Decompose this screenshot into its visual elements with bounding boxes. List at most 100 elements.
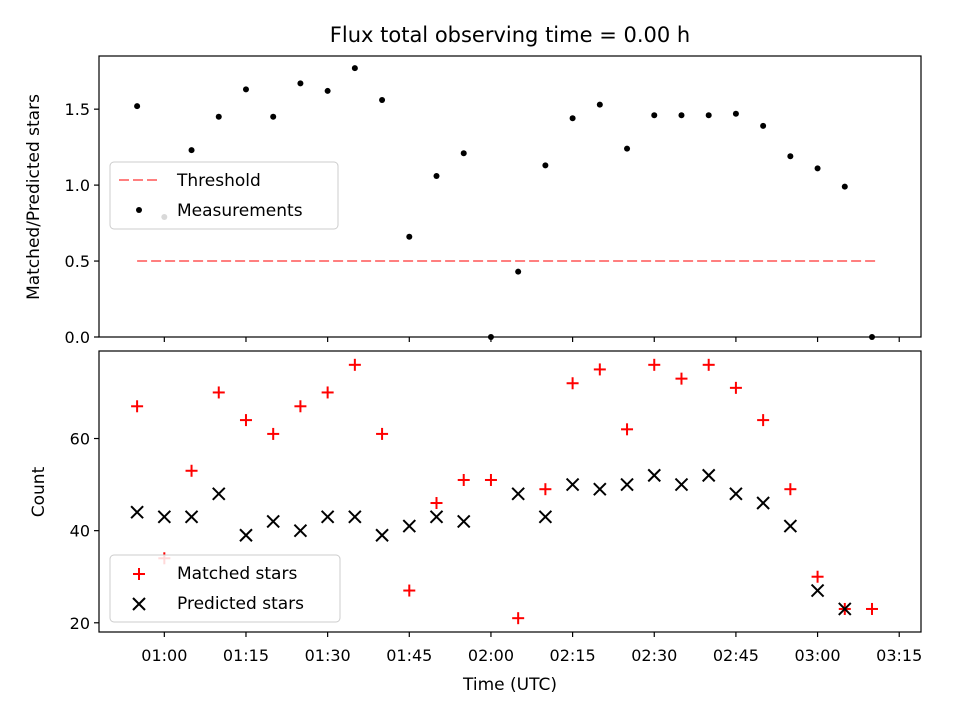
bottom-legend-box [109,554,341,623]
matched-star-marker [811,570,824,583]
matched-star-marker [239,414,252,427]
matched-star-marker [593,363,606,376]
x-tick-label: 01:15 [223,646,269,665]
x-tick-label: 01:00 [141,646,187,665]
legend-threshold-label: Threshold [176,171,261,191]
predicted-star-marker [457,514,471,529]
top-axes-frame [98,55,922,338]
top-y-tick-label: 1.5 [65,100,90,119]
bottom-plot-content [130,358,879,625]
measurement-point [705,112,712,119]
matched-star-marker [484,473,497,486]
measurement-point [515,268,522,275]
bottom-legend: Matched stars Predicted stars [109,554,341,623]
matched-star-marker [512,612,525,625]
predicted-star-marker [157,510,172,524]
x-tick-label: 02:30 [631,646,677,665]
matched-star-marker [702,358,715,371]
predicted-star-marker [810,583,825,598]
measurement-point [678,112,685,119]
measurement-point [596,101,603,108]
predicted-star-marker [511,487,525,501]
matched-star-marker [675,372,688,385]
matched-star-marker [430,497,443,510]
matched-star-marker [131,400,144,413]
bottom-y-ticks: 20 40 60 [70,430,99,633]
predicted-star-marker [348,510,362,524]
predicted-star-marker [402,519,416,533]
measurement-point [351,65,358,72]
predicted-star-marker [756,496,770,510]
predicted-star-marker [701,468,716,483]
predicted-star-marker [212,487,226,501]
measurement-point [406,233,413,240]
bottom-x-ticks: 01:00 01:15 01:30 01:45 02:00 02:15 02:30 02:45… [141,632,922,665]
predicted-star-marker [320,510,335,524]
top-panel: 0.0 0.5 1.0 1.5 Matched/Predicted stars Thr… [24,55,922,347]
predicted-star-marker [184,510,199,524]
measurement-point [869,334,876,340]
measurement-point [542,162,549,169]
matched-star-marker [185,464,198,477]
x-tick-label: 03:00 [795,646,841,665]
measurement-point [732,110,739,117]
bottom-panel: 20 40 60 01:00 01:15 01:30 01:45 02:00 02:15 02:… [29,350,922,695]
matched-star-marker [757,414,770,427]
predicted-star-marker [838,602,852,616]
bottom-y-tick-label: 20 [70,614,90,633]
measurement-point [134,103,141,110]
legend-measurements-label: Measurements [177,201,303,221]
legend-matched-swatch [133,568,145,580]
predicted-star-marker [674,477,689,492]
predicted-star-marker [620,477,634,492]
bottom-y-tick-label: 40 [70,522,90,541]
matched-star-marker [212,386,225,399]
matched-star-marker [294,400,307,413]
predicted-star-marker [647,468,661,483]
measurement-point [270,113,277,120]
measurement-point [215,113,222,120]
matched-star-marker [267,427,280,440]
matched-star-marker [403,584,416,597]
matched-star-marker [866,602,879,615]
legend-matched-label: Matched stars [177,564,297,584]
matched-star-marker [457,473,470,486]
top-x-ticks [163,337,900,342]
x-axis-label: Time (UTC) [462,675,557,695]
measurement-point [297,80,304,87]
bottom-y-axis-label: Count [29,466,49,517]
predicted-star-marker [783,519,798,533]
predicted-star-marker [593,482,607,496]
predicted-star-marker [239,528,253,542]
matched-star-marker [348,358,361,371]
predicted-star-marker [130,505,144,519]
legend-predicted-label: Predicted stars [177,594,304,614]
measurement-point [624,145,631,152]
legend-predicted-swatch [132,597,146,611]
measurement-point [569,115,576,122]
predicted-star-marker [565,477,580,492]
predicted-star-marker [538,510,553,524]
legend-measurements-swatch [136,207,142,213]
predicted-star-marker [293,523,308,538]
predicted-star-marker [729,487,743,501]
x-tick-label: 02:45 [713,646,759,665]
top-plot-content [134,65,878,340]
top-legend-box [109,161,339,230]
matched-star-marker [539,483,552,496]
matched-star-marker [729,381,742,394]
measurement-point [460,150,467,157]
top-y-ticks: 0.0 0.5 1.0 1.5 [65,100,99,347]
measurement-point [814,165,821,172]
matched-star-marker [376,427,389,440]
predicted-star-marker [266,514,280,529]
measurement-point [379,97,386,104]
matched-star-marker [321,386,334,399]
measurement-point [787,153,794,160]
measurement-point [433,172,440,179]
matched-star-marker [621,423,634,436]
x-tick-label: 02:15 [550,646,596,665]
predicted-star-marker [375,528,389,542]
x-tick-label: 01:45 [386,646,432,665]
